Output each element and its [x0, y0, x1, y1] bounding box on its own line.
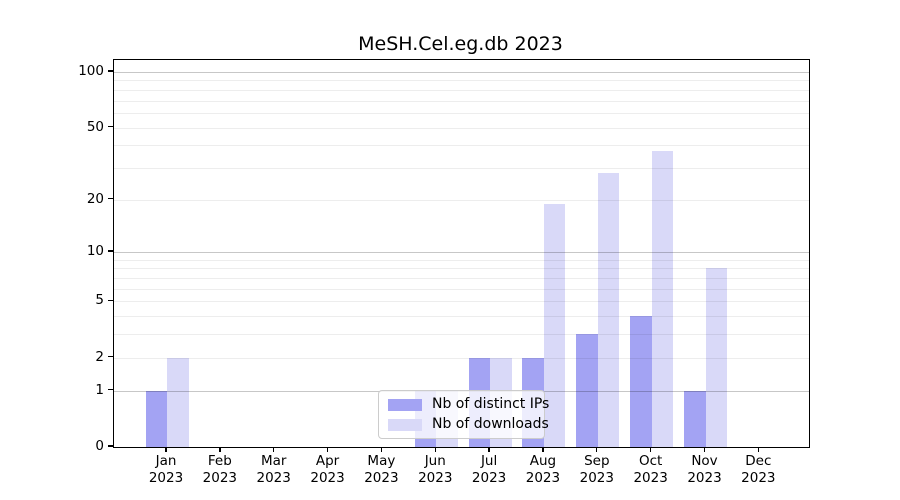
plot-area	[113, 59, 810, 448]
gridline-y-80	[114, 89, 809, 91]
legend-label-distinct-ips: Nb of distinct IPs	[432, 396, 550, 412]
xtick-mark-jan	[165, 447, 167, 452]
gridline-y-100	[114, 72, 809, 73]
ytick-mark-2	[108, 356, 113, 358]
ytick-mark-20	[108, 197, 113, 200]
bar-nov-distinct-ips	[684, 390, 706, 447]
bar-aug-downloads	[543, 203, 566, 447]
ytick-label-1: 1	[95, 381, 104, 398]
ytick-label-10: 10	[86, 243, 104, 260]
gridline-y-8	[114, 268, 809, 270]
bar-jan-downloads	[167, 357, 189, 447]
bar-oct-downloads	[651, 151, 674, 447]
ytick-mark-1	[108, 388, 113, 391]
xtick-label-oct: Oct 2023	[633, 453, 668, 486]
ytick-mark-5	[108, 299, 113, 302]
ytick-label-2: 2	[95, 348, 104, 365]
ytick-label-5: 5	[95, 292, 104, 309]
xtick-label-jan: Jan 2023	[148, 453, 184, 486]
gridline-y-4	[114, 316, 809, 318]
xtick-label-jul: Jul 2023	[471, 453, 507, 486]
xtick-label-sep: Sep 2023	[579, 453, 614, 486]
ytick-mark-10	[108, 250, 113, 252]
ytick-mark-100	[108, 70, 113, 72]
gridline-y-5	[114, 301, 809, 303]
xtick-label-aug: Aug 2023	[525, 453, 561, 486]
ytick-mark-0	[108, 445, 113, 447]
gridline-y-50	[114, 127, 809, 129]
ytick-label-50: 50	[86, 118, 104, 135]
xtick-mark-aug	[542, 447, 544, 452]
bar-oct-distinct-ips	[630, 316, 652, 447]
xtick-label-jun: Jun 2023	[418, 453, 453, 486]
ytick-label-0: 0	[95, 438, 104, 454]
xtick-mark-apr	[326, 447, 329, 452]
legend-swatch-downloads	[388, 418, 422, 431]
xtick-mark-jul	[488, 447, 490, 452]
xtick-label-mar: Mar 2023	[256, 453, 291, 486]
legend-row-downloads: Nb of downloads	[388, 417, 549, 432]
xtick-label-apr: Apr 2023	[310, 453, 345, 486]
xtick-label-feb: Feb 2023	[202, 453, 238, 486]
ytick-mark-50	[108, 125, 113, 128]
gridline-y-40	[114, 145, 809, 147]
gridline-y-10	[114, 252, 809, 254]
gridline-y-30	[114, 167, 809, 169]
bar-nov-downloads	[705, 268, 727, 447]
xtick-mark-mar	[273, 447, 275, 452]
bar-jan-distinct-ips	[145, 390, 167, 447]
chart-title: MeSH.Cel.eg.db 2023	[358, 33, 563, 55]
xtick-mark-feb	[219, 447, 221, 452]
legend-row-distinct-ips: Nb of distinct IPs	[388, 397, 549, 412]
xtick-label-may: May 2023	[364, 453, 399, 486]
xtick-mark-nov	[703, 447, 706, 452]
gridline-y-9	[114, 259, 809, 261]
xtick-mark-jun	[434, 447, 436, 452]
legend-swatch-distinct-ips	[388, 398, 422, 411]
gridline-y-3	[114, 334, 809, 336]
gridline-y-20	[114, 199, 809, 201]
gridline-y-60	[114, 112, 809, 114]
xtick-mark-oct	[649, 447, 652, 452]
gridline-y-70	[114, 100, 809, 102]
gridline-y-90	[114, 80, 809, 82]
xtick-mark-may	[380, 447, 383, 452]
xtick-label-nov: Nov 2023	[687, 453, 722, 486]
bar-sep-distinct-ips	[576, 334, 598, 447]
legend: Nb of distinct IPs Nb of downloads	[378, 390, 549, 439]
xtick-mark-dec	[757, 447, 760, 452]
gridline-y-2	[114, 357, 809, 359]
gridline-y-7	[114, 278, 809, 280]
xtick-label-dec: Dec 2023	[741, 453, 776, 486]
bar-sep-downloads	[597, 173, 620, 447]
xtick-mark-sep	[596, 447, 598, 452]
ytick-label-100: 100	[78, 63, 104, 79]
gridline-y-6	[114, 288, 809, 290]
ytick-label-20: 20	[86, 190, 104, 207]
legend-label-downloads: Nb of downloads	[432, 416, 549, 432]
